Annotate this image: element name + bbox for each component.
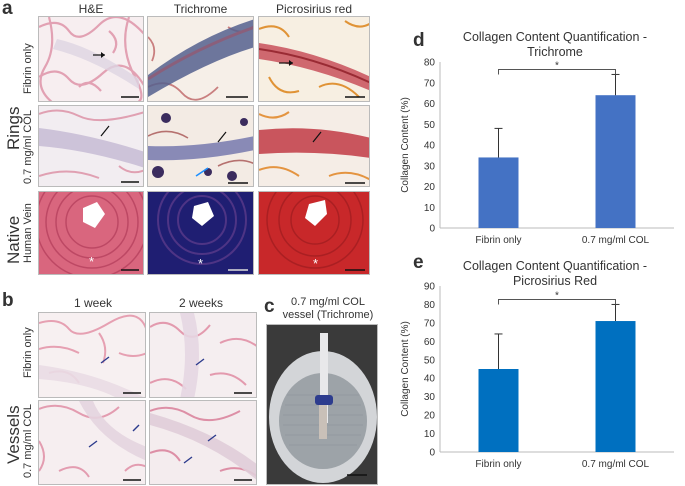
chart-e-title-line2: Picrosirius Red xyxy=(512,274,598,288)
chart-d-y-tick-label: 80 xyxy=(424,58,436,69)
micrograph-picrosirius-native: * xyxy=(258,191,370,275)
chart-d-y-tick-label: 50 xyxy=(424,120,436,131)
micrograph-vessel-fibrin-1wk xyxy=(38,312,146,398)
native-marker-picrosirius: * xyxy=(313,256,318,271)
panel-a-label: a xyxy=(2,0,13,19)
panel-d-label: d xyxy=(413,30,425,51)
chart-d-y-tick-label: 60 xyxy=(424,99,436,110)
micrograph-vessel-fibrin-2wk xyxy=(149,312,257,398)
chart-d-y-tick-label: 40 xyxy=(424,141,436,152)
micrograph-picrosirius-fibrin xyxy=(258,16,370,102)
chart-e: 0 10 20 30 40 50 60 70 80 90 Collagen Content (%) F… xyxy=(400,282,674,470)
group-label-native: Native xyxy=(4,215,23,264)
chart-e-x-tick-label: Fibrin only xyxy=(475,459,521,470)
chart-d-title: Collagen Content Quantification - Trichr… xyxy=(440,30,670,60)
chart-e-y-tick-label: 30 xyxy=(424,392,436,403)
col-head-2-weeks: 2 weeks xyxy=(178,296,224,310)
row-label-b-col: 0.7 mg/ml COL xyxy=(22,404,34,478)
panel-c-title-line1: 0.7 mg/ml COL xyxy=(291,296,365,308)
micrograph-he-fibrin xyxy=(38,16,144,102)
chart-e-y-tick-label: 60 xyxy=(424,337,436,348)
chart-d-x-tick-label: 0.7 mg/ml COL xyxy=(582,235,650,246)
micrograph-trichrome-native: * xyxy=(147,191,254,275)
chart-e-y-axis-label: Collagen Content (%) xyxy=(400,321,411,417)
chart-d-title-line2: Trichrome xyxy=(527,45,583,59)
chart-e-y-tick-label: 20 xyxy=(424,411,436,422)
micrograph-trichrome-fibrin xyxy=(147,16,254,102)
group-label-rings: Rings xyxy=(4,106,23,150)
row-label-human-vein: Human Vein xyxy=(22,203,34,263)
chart-d-y-axis-label: Collagen Content (%) xyxy=(400,97,411,193)
col-head-picrosirius: Picrosirius red xyxy=(275,2,353,16)
chart-d: 0 10 20 30 40 50 60 70 80 Collagen Content (%) Fib… xyxy=(400,58,674,246)
chart-d-y-tick-label: 10 xyxy=(424,203,436,214)
chart-d-significance-marker: * xyxy=(555,60,559,71)
chart-d-y-tick-label: 30 xyxy=(424,161,436,172)
group-label-vessels: Vessels xyxy=(4,405,23,464)
col-head-he: H&E xyxy=(78,2,104,16)
chart-e-title-line1: Collagen Content Quantification - xyxy=(462,259,648,273)
photo-vessel-construct xyxy=(266,324,378,485)
micrograph-he-native: * xyxy=(38,191,144,275)
micrograph-he-col xyxy=(38,105,144,187)
chart-e-y-tick-label: 0 xyxy=(429,448,435,459)
panel-c-title-line2: vessel (Trichrome) xyxy=(282,309,374,321)
chart-e-significance-bracket xyxy=(498,298,616,305)
chart-e-y-tick-label: 50 xyxy=(424,355,436,366)
micrograph-trichrome-col xyxy=(147,105,254,187)
chart-d-y-tick-label: 0 xyxy=(429,224,435,235)
native-marker-trichrome: * xyxy=(198,256,203,271)
col-head-1-week: 1 week xyxy=(73,296,113,310)
panel-c-label: c xyxy=(264,296,275,317)
micrograph-vessel-col-2wk xyxy=(149,400,257,485)
row-label-fibrin-only: Fibrin only xyxy=(22,43,34,94)
micrograph-picrosirius-col xyxy=(258,105,370,187)
chart-e-x-tick-label: 0.7 mg/ml COL xyxy=(582,459,650,470)
chart-d-title-line1: Collagen Content Quantification - xyxy=(462,30,648,44)
chart-d-x-tick-label: Fibrin only xyxy=(475,235,521,246)
chart-e-y-tick-label: 10 xyxy=(424,429,436,440)
row-label-col: 0.7 mg/ml COL xyxy=(22,110,34,184)
col-head-trichrome: Trichrome xyxy=(173,2,228,16)
micrograph-vessel-col-1wk xyxy=(38,400,146,485)
chart-d-y-tick-label: 20 xyxy=(424,182,436,193)
chart-e-title: Collagen Content Quantification - Picros… xyxy=(440,259,670,289)
chart-e-y-tick-label: 80 xyxy=(424,300,436,311)
chart-d-significance-bracket xyxy=(498,68,616,75)
chart-e-y-tick-label: 70 xyxy=(424,318,436,329)
panel-b-label: b xyxy=(2,290,14,311)
chart-e-y-tick-label: 90 xyxy=(424,282,436,293)
panel-e-label: e xyxy=(413,252,424,273)
chart-e-y-tick-label: 40 xyxy=(424,374,436,385)
native-marker-he: * xyxy=(89,254,94,269)
chart-e-bar-1 xyxy=(595,321,636,452)
row-label-b-fibrin-only: Fibrin only xyxy=(22,327,34,378)
chart-d-y-tick-label: 70 xyxy=(424,78,436,89)
chart-e-bar-0 xyxy=(478,369,519,452)
chart-d-bar-1 xyxy=(595,95,636,228)
chart-d-bar-0 xyxy=(478,157,519,228)
chart-e-significance-marker: * xyxy=(555,290,559,301)
